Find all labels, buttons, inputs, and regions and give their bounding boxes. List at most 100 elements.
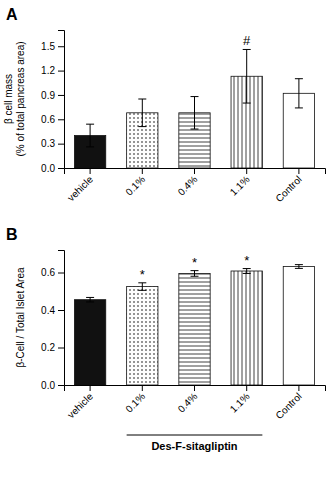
y-tick-label: 0.9: [41, 90, 55, 101]
error-bar-cap: [191, 96, 199, 97]
y-tick: 0.4: [41, 305, 64, 316]
y-tick: 0.6: [41, 114, 64, 125]
x-tick-mark: [194, 168, 195, 174]
bar: [127, 287, 158, 385]
error-bar: [243, 269, 251, 274]
error-bar-cap: [138, 282, 146, 283]
x-tick: 0.1%: [123, 385, 147, 415]
significance-marker: *: [244, 253, 249, 268]
error-bar-stem: [298, 79, 299, 108]
error-bar-cap: [295, 264, 303, 265]
x-axis: vehicle 0.1% 0.4% 1.1% Control: [65, 385, 326, 421]
x-tick-mark: [246, 168, 247, 174]
error-bar-cap: [86, 301, 94, 302]
x-tick: 1.1%: [228, 385, 252, 415]
error-bar-cap: [138, 290, 146, 291]
y-tick-mark: [58, 46, 64, 47]
error-bar-cap: [138, 99, 146, 100]
error-bar-stem: [90, 124, 91, 147]
y-tick-mark: [58, 348, 64, 349]
y-tick-mark: [58, 168, 64, 169]
x-tick-label: vehicle: [65, 390, 95, 420]
error-bar-stem: [142, 99, 143, 127]
y-tick: 1.2: [41, 65, 64, 76]
error-bar-cap: [243, 49, 251, 50]
y-tick-mark: [58, 95, 64, 96]
error-bar-cap: [295, 78, 303, 79]
error-bar-stem: [90, 297, 91, 302]
y-tick-label: 1.2: [41, 65, 55, 76]
error-bar-stem: [194, 97, 195, 129]
error-bar-cap: [86, 297, 94, 298]
y-tick: 0.3: [41, 138, 64, 149]
y-tick-label: 1.5: [41, 41, 55, 52]
error-bar: [86, 124, 94, 147]
bar: [179, 273, 210, 385]
y-tick: 0.0: [41, 163, 64, 174]
error-bar-stem: [142, 283, 143, 291]
x-tick-label: 0.1%: [123, 174, 147, 198]
y-tick-label: 0.0: [41, 380, 55, 391]
y-tick-mark: [58, 385, 64, 386]
x-tick-mark: [194, 385, 195, 391]
x-tick-mark: [142, 385, 143, 391]
y-tick: 0.6: [41, 267, 64, 278]
x-tick-mark: [246, 385, 247, 391]
x-tick-label: Control: [273, 174, 304, 205]
error-bar: [243, 49, 251, 103]
x-tick-label: 0.4%: [176, 391, 200, 415]
error-bar-cap: [243, 273, 251, 274]
x-tick-mark: [90, 168, 91, 174]
x-tick-mark: [142, 168, 143, 174]
y-tick-mark: [58, 310, 64, 311]
panel-label: A: [6, 6, 18, 23]
x-tick: 1.1%: [228, 168, 252, 198]
panel: 0.0 0.2 0.4 0.6 vehicle 0.1% 0.4% 1.1% Control β-…: [6, 226, 326, 452]
y-tick-label: 0.3: [41, 138, 55, 149]
y-tick: 0.0: [41, 380, 64, 391]
bar: [74, 300, 105, 385]
plot-area: [74, 49, 314, 168]
y-tick-label: 0.2: [41, 342, 55, 353]
y-tick-label: 0.0: [41, 163, 55, 174]
group-bracket: [127, 435, 263, 436]
significance-marker: *: [140, 267, 145, 282]
x-tick-label: 1.1%: [228, 174, 252, 198]
error-bar-cap: [191, 276, 199, 277]
chart-root: 0.0 0.3 0.6 0.9 1.2 1.5 vehicle 0.1% 0.4% 1.1% Con…: [0, 0, 335, 500]
x-tick-label: 0.4%: [176, 174, 200, 198]
error-bar: [191, 97, 199, 129]
error-bar-cap: [191, 129, 199, 130]
x-tick: Control: [273, 385, 304, 421]
significance-marker: *: [192, 255, 197, 270]
y-tick: 0.2: [41, 342, 64, 353]
error-bar-cap: [191, 270, 199, 271]
y-axis-label: β cell mass(% of total pancreas area): [3, 41, 26, 156]
error-bar: [191, 271, 199, 277]
y-tick-mark: [58, 71, 64, 72]
y-tick: 1.5: [41, 41, 64, 52]
x-axis-line: [65, 169, 326, 175]
y-tick-label: 0.6: [41, 267, 55, 278]
error-bar-cap: [243, 268, 251, 269]
group-label: Des-F-sitagliptin: [151, 440, 237, 452]
x-tick: vehicle: [65, 385, 95, 420]
bar: [283, 267, 314, 386]
error-bar-cap: [295, 107, 303, 108]
x-tick: Control: [273, 168, 304, 204]
y-axis: 0.0 0.2 0.4 0.6: [41, 251, 64, 391]
y-tick: 0.9: [41, 90, 64, 101]
x-tick: 0.1%: [123, 168, 147, 198]
error-bar-cap: [295, 268, 303, 269]
y-tick-label: 0.6: [41, 114, 55, 125]
x-axis-line: [65, 386, 326, 392]
x-tick-mark: [298, 385, 299, 391]
error-bar-cap: [243, 103, 251, 104]
y-axis: 0.0 0.3 0.6 0.9 1.2 1.5: [41, 31, 64, 174]
significance-marker: #: [243, 33, 251, 48]
y-axis-label: β-Cell / Total Islet Area: [15, 267, 26, 367]
y-tick-mark: [58, 273, 64, 274]
y-tick-mark: [58, 144, 64, 145]
y-tick-mark: [58, 119, 64, 120]
x-axis: vehicle0.1%0.4%1.1%Control: [65, 168, 326, 204]
